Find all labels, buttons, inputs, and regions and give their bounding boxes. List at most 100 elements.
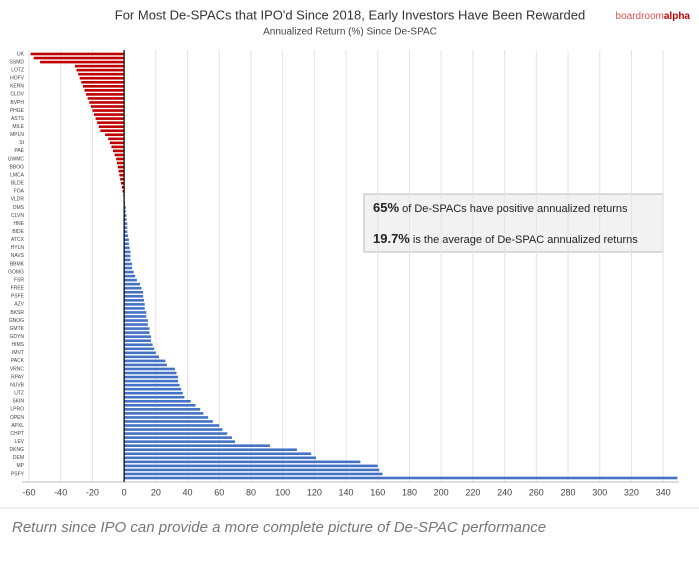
bar — [124, 307, 145, 310]
bar — [124, 339, 152, 343]
y-tick-label: PSFE — [11, 294, 25, 300]
bar — [124, 448, 297, 452]
bar — [124, 327, 150, 330]
y-tick-label: KERN — [10, 84, 24, 90]
bar — [124, 242, 129, 246]
bar — [79, 76, 125, 80]
y-tick-label: UWMC — [8, 156, 24, 162]
y-tick-label: PSFY — [11, 471, 25, 477]
bar — [124, 456, 316, 460]
y-tick-label: GMTK — [10, 326, 25, 332]
y-tick-label: CHPT — [10, 431, 24, 437]
bar — [124, 294, 144, 298]
bar — [124, 282, 140, 286]
bar — [124, 254, 131, 258]
bar — [124, 464, 378, 468]
y-tick-label: PHGE — [10, 108, 25, 114]
x-tick-label: -60 — [22, 487, 35, 497]
bar — [97, 121, 125, 124]
bar — [124, 331, 150, 334]
bar — [124, 387, 182, 391]
bar — [118, 169, 125, 173]
x-tick-label: 320 — [624, 487, 639, 497]
bar — [124, 319, 148, 322]
y-tick-label: MILE — [12, 124, 24, 130]
bar — [100, 129, 125, 133]
y-tick-label: MPLN — [10, 132, 24, 138]
bar — [81, 80, 125, 84]
bar — [124, 262, 133, 266]
y-tick-label: DKNG — [10, 447, 25, 453]
bar — [82, 85, 125, 88]
bar — [89, 101, 125, 104]
bar — [124, 404, 196, 407]
y-tick-label: LPRO — [10, 407, 24, 413]
bar — [124, 246, 130, 250]
x-tick-label: 0 — [122, 487, 127, 497]
bar — [124, 412, 204, 415]
bar — [94, 113, 125, 116]
bar — [124, 210, 126, 213]
bar — [124, 359, 166, 363]
brand-accent: alpha — [664, 11, 691, 22]
x-tick-label: 180 — [402, 487, 417, 497]
bar — [124, 432, 228, 435]
brand-logo: boardroomalpha — [616, 11, 691, 22]
bar — [124, 222, 128, 225]
bar — [124, 347, 155, 351]
annotation-text: of De-SPACs have positive annualized ret… — [399, 203, 628, 215]
bar — [124, 238, 129, 242]
y-tick-label: BKSR — [10, 310, 24, 316]
x-tick-label: 120 — [307, 487, 322, 497]
chart-title: For Most De-SPACs that IPO'd Since 2018,… — [115, 7, 585, 22]
bar — [33, 56, 125, 60]
bar — [114, 153, 125, 157]
y-tick-label: FOA — [14, 189, 25, 195]
x-tick-label: -40 — [54, 487, 67, 497]
y-tick-label: BLDE — [11, 181, 25, 187]
x-tick-label: 60 — [214, 487, 224, 497]
x-tick-label: 40 — [183, 487, 193, 497]
bar — [124, 250, 131, 254]
y-tick-label: GDYN — [10, 334, 25, 340]
bar — [120, 181, 125, 185]
bar — [124, 226, 128, 229]
x-tick-label: 260 — [529, 487, 544, 497]
x-tick-label: -20 — [86, 487, 99, 497]
bar — [117, 165, 125, 169]
bar — [124, 436, 232, 439]
y-tick-label: BBOG — [10, 164, 25, 170]
y-tick-label: HYLN — [11, 245, 25, 251]
x-tick-label: 220 — [465, 487, 480, 497]
bar — [124, 278, 137, 282]
x-tick-label: 140 — [339, 487, 354, 497]
annotation-bold: 65% — [373, 200, 399, 215]
y-tick-label: OPEN — [10, 415, 25, 421]
y-tick-label: LEV — [15, 439, 25, 445]
x-tick-label: 160 — [370, 487, 385, 497]
bar — [124, 218, 127, 221]
bar — [124, 408, 201, 411]
x-tick-label: 300 — [592, 487, 607, 497]
bar — [124, 379, 179, 383]
y-tick-label: ASTS — [11, 116, 25, 122]
y-tick-label: DEM — [13, 455, 24, 461]
bar — [124, 258, 131, 262]
bar — [124, 424, 220, 427]
y-tick-label: SSMD — [10, 59, 25, 65]
bar — [84, 89, 125, 92]
chart-subtitle: Annualized Return (%) Since De-SPAC — [263, 27, 437, 38]
y-tick-label: FSR — [14, 277, 24, 283]
bar — [87, 97, 125, 100]
bar — [116, 157, 125, 161]
bar — [98, 125, 125, 128]
annotation: 19.7% is the average of De-SPAC annualiz… — [373, 231, 638, 246]
bar — [121, 185, 125, 189]
bar — [124, 420, 213, 423]
bar — [124, 206, 126, 209]
y-tick-label: ATCX — [11, 237, 25, 243]
bar — [124, 335, 152, 338]
bar — [124, 363, 167, 367]
annotation-bold: 19.7% — [373, 231, 410, 246]
bar — [124, 452, 312, 456]
